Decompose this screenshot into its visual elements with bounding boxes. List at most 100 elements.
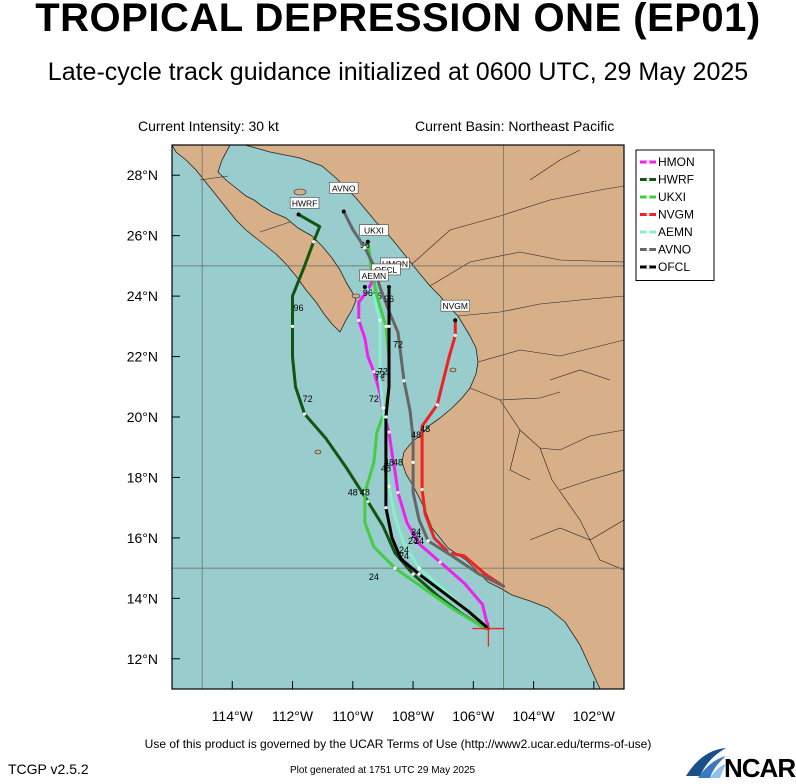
track-point <box>312 240 316 244</box>
forecast-hour-label: 96 <box>294 303 304 313</box>
track-point <box>381 406 385 410</box>
legend-label-hwrf: HWRF <box>658 173 694 187</box>
y-tick-label: 18°N <box>127 469 158 485</box>
track-point <box>372 370 376 374</box>
forecast-hour-label: 48 <box>393 457 403 467</box>
model-end-label-box <box>359 269 389 282</box>
forecast-hour-label: 24 <box>411 527 421 537</box>
track-end-dot <box>341 209 346 214</box>
legend-swatch-dot <box>646 230 650 234</box>
x-tick-label: 106°W <box>452 708 495 724</box>
track-point <box>387 484 391 489</box>
track-point <box>438 560 442 564</box>
track-avno <box>342 210 505 588</box>
track-end-dot <box>453 318 458 323</box>
track-end-dot <box>296 212 301 217</box>
track-point <box>411 460 415 464</box>
track-end-dot <box>362 285 367 290</box>
generated-timestamp: Plot generated at 1751 UTC 29 May 2025 <box>290 765 476 776</box>
page-subtitle: Late-cycle track guidance initialized at… <box>47 58 749 86</box>
forecast-hour-label: 72 <box>393 339 403 349</box>
x-tick-label: 110°W <box>332 708 374 724</box>
model-end-label-box <box>329 181 359 194</box>
track-point <box>426 539 430 543</box>
version-text: TCGP v2.5.2 <box>8 761 89 777</box>
island <box>293 188 307 196</box>
track-point <box>363 246 367 250</box>
track-point <box>417 566 421 570</box>
legend-label-avno: AVNO <box>658 243 691 257</box>
forecast-hour-label: 72 <box>369 394 379 404</box>
track-end-dot <box>386 285 391 290</box>
forecast-hour-label: 24 <box>369 572 379 582</box>
track-ukxi <box>363 240 487 631</box>
track-point <box>417 572 421 576</box>
model-end-label-box <box>289 197 320 209</box>
forecast-hour-label: 24 <box>399 545 409 555</box>
legend-label-nvgm: NVGM <box>658 208 694 222</box>
forecast-hour-label: 72 <box>303 394 313 404</box>
forecast-hour-label: 24 <box>399 551 409 561</box>
legend-swatch-dot <box>646 213 650 216</box>
ncar-logo: NCAR <box>724 753 796 783</box>
track-point <box>387 430 391 434</box>
land-baja-california <box>172 145 357 333</box>
track-point <box>384 415 388 419</box>
model-end-label: AVNO <box>332 183 356 193</box>
legend-swatch-dot <box>646 195 650 199</box>
track-point <box>357 318 361 322</box>
x-tick-label: 108°W <box>392 708 435 724</box>
legend-swatch-dot <box>646 160 650 164</box>
y-tick-label: 24°N <box>127 288 158 304</box>
legend-label-hmon: HMON <box>658 155 695 169</box>
y-tick-label: 26°N <box>127 228 158 244</box>
track-point <box>393 566 397 570</box>
track-point <box>411 572 415 576</box>
axes: 114°W 112°W 110°W 108°W 106°W 104°W 102°W 12°N 1… <box>127 167 616 724</box>
track-hwrf <box>291 213 487 631</box>
track-point <box>384 324 388 328</box>
x-tick-label: 102°W <box>573 708 616 724</box>
track-ofcl <box>384 285 490 631</box>
track-point <box>366 500 370 504</box>
island <box>449 367 457 373</box>
legend-label-ofcl: OFCL <box>658 260 690 274</box>
track-end-dot <box>365 239 370 244</box>
island <box>351 293 361 299</box>
legend-swatch-dot <box>646 248 650 251</box>
legend: HMON HWRF UKXI NVGM AEMN AVNO OFCL <box>635 149 715 281</box>
legend-label-aemn: AEMN <box>658 225 693 239</box>
model-end-label: UKXI <box>364 226 384 236</box>
track-point <box>378 318 382 322</box>
model-end-label-box <box>440 299 471 312</box>
current-intensity-label: Current Intensity: 30 kt <box>138 118 279 134</box>
track-point <box>387 324 391 328</box>
track-point <box>290 324 295 328</box>
forecast-hour-label: 48 <box>411 430 421 440</box>
legend-swatch-dot <box>646 265 650 269</box>
legend-swatch-dot <box>646 178 650 181</box>
forecast-hour-label: 72 <box>378 367 388 377</box>
track-point <box>363 490 367 495</box>
track-point <box>435 403 439 407</box>
x-tick-label: 112°W <box>272 708 314 724</box>
track-point <box>402 379 406 383</box>
y-tick-label: 12°N <box>127 651 158 667</box>
x-tick-label: 104°W <box>513 708 556 724</box>
state-borders <box>199 149 624 571</box>
y-tick-label: 20°N <box>127 409 158 425</box>
x-tick-label: 114°W <box>212 708 254 724</box>
forecast-hour-label: 48 <box>420 424 430 434</box>
forecast-hour-label: 96 <box>360 240 370 250</box>
forecast-hour-label: 24 <box>408 536 418 546</box>
track-point <box>420 487 424 492</box>
island <box>314 449 322 455</box>
y-tick-label: 22°N <box>127 349 158 365</box>
current-basin-label: Current Basin: Northeast Pacific <box>415 118 615 134</box>
forecast-hour-label: 48 <box>384 457 394 467</box>
terms-of-use-text: Use of this product is governed by the U… <box>144 737 652 751</box>
y-tick-label: 14°N <box>127 590 158 606</box>
track-point <box>396 490 400 495</box>
track-point <box>384 506 388 510</box>
